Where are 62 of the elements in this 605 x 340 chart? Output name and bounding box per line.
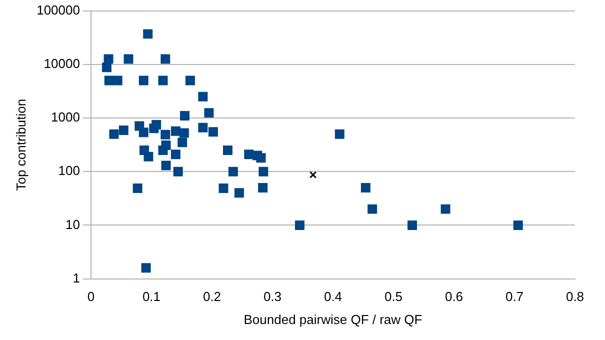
point [222,146,232,156]
point [294,220,304,230]
point [513,220,523,230]
x-tick-label: 0.8 [566,289,584,304]
point [104,76,114,86]
point [198,92,208,102]
point [132,183,142,193]
point [109,129,119,139]
x-tick-label: 0.2 [202,289,222,304]
point [198,122,208,132]
x-tick-label: 0.3 [263,289,282,304]
point [256,153,266,163]
point [185,76,195,86]
point [141,263,151,273]
point [112,76,122,86]
point [368,204,378,214]
point [161,140,171,150]
x-tick-label: 0 [87,289,95,304]
point [173,166,183,176]
point [179,128,189,138]
x-tick-label: 0.4 [324,289,342,304]
point [234,188,244,198]
x-tick-label: 0.6 [444,289,464,304]
point [118,126,128,136]
point [149,124,159,134]
y-tick-label: 10000 [44,56,80,71]
point [158,76,168,86]
point [102,62,112,72]
y-tick-label: 100 [58,163,80,178]
y-axis-title: Top contribution [13,98,28,191]
point [228,166,238,176]
point [144,152,154,162]
x-tick-label: 0.1 [142,289,161,304]
x-tick-label: 0.7 [505,289,524,304]
point [170,126,180,136]
point [334,129,344,139]
y-tick-label: 1000 [51,110,80,125]
point [258,166,268,176]
y-tick-label: 10 [66,216,80,232]
point [440,204,450,214]
x-axis-title: Bounded pairwise QF / raw QF [244,312,422,327]
point [244,150,254,160]
point [161,160,171,170]
point [170,150,180,160]
point [218,183,228,193]
point [408,220,417,230]
x-tick-label: 0.5 [384,289,403,304]
point [138,128,148,138]
point [138,76,148,86]
point [124,54,134,64]
point [208,127,218,137]
point [160,130,170,140]
point [160,54,170,64]
point [360,182,370,192]
point [258,182,268,192]
y-tick-label: 1 [72,270,80,286]
point [180,111,190,121]
point [309,171,317,178]
y-tick-label: 100000 [36,2,80,18]
point [143,29,153,39]
point [204,108,214,118]
point [178,138,188,148]
